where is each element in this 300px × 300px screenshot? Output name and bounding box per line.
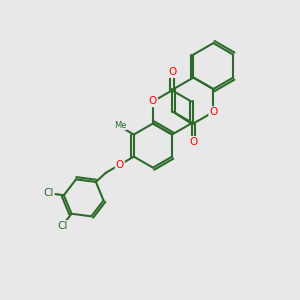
Text: O: O bbox=[149, 96, 157, 106]
Text: O: O bbox=[168, 67, 176, 77]
Text: O: O bbox=[189, 137, 197, 147]
Text: Me: Me bbox=[114, 121, 127, 130]
Text: Cl: Cl bbox=[57, 221, 68, 231]
Text: O: O bbox=[209, 107, 218, 117]
Text: Cl: Cl bbox=[44, 188, 54, 198]
Text: O: O bbox=[116, 160, 124, 170]
